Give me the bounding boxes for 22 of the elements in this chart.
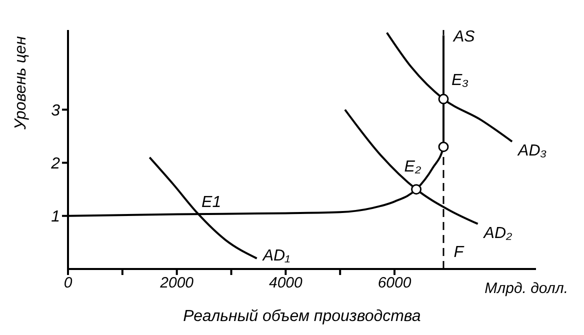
x-tick-label: 0 [64, 274, 73, 292]
y-axis-title: Уровень цен [12, 36, 30, 130]
annotation: E₂ [404, 158, 422, 176]
point [411, 184, 422, 195]
x-tick-label: 4000 [268, 274, 304, 292]
x-axis-title: Реальный объем производства [183, 308, 421, 325]
point [438, 142, 449, 152]
point [438, 94, 449, 104]
line-series [386, 32, 514, 143]
series-label: AS [452, 28, 476, 46]
ref-line-label: F [454, 244, 465, 261]
series-label: AD₁ [262, 247, 290, 264]
y-tick-label: 2 [50, 155, 60, 172]
series-label: AD₂ [482, 224, 512, 242]
annotation: E₃ [451, 72, 469, 90]
series-label: AD₃ [517, 142, 547, 160]
y-tick-label: 3 [51, 102, 60, 120]
annotation: E1 [202, 194, 222, 212]
text: Млрд. долл. [484, 280, 568, 297]
x-tick-label: 2000 [159, 274, 194, 292]
x-tick-label: 6000 [378, 274, 412, 292]
y-tick-label: 1 [51, 208, 60, 226]
